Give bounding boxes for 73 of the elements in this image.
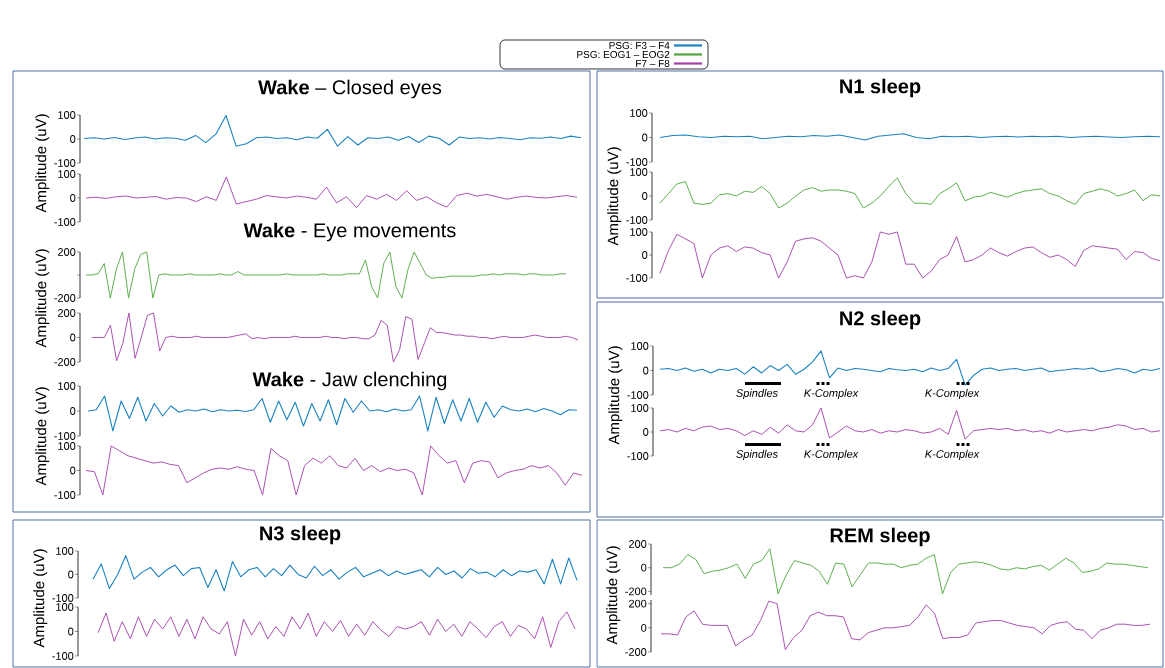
legend-label: F7 – F8: [636, 59, 670, 68]
y-tick-label: 0: [641, 623, 647, 632]
legend-label: PSG: EOG1 – EOG2: [577, 50, 670, 59]
y-tick-label: 100: [56, 603, 74, 611]
y-tick-label: 0: [641, 563, 647, 572]
y-tick-label: 200: [629, 540, 647, 548]
chart-title: N1 sleep: [840, 78, 921, 98]
y-tick-label: 0: [643, 366, 649, 375]
y-tick-label: 200: [629, 599, 647, 608]
y-axis-title: Amplitude (uV): [35, 249, 50, 348]
y-tick-label: 0: [643, 428, 649, 436]
y-tick-label: 0: [642, 133, 648, 142]
y-tick-label: 0: [70, 333, 76, 342]
y-tick-label: 0: [642, 251, 648, 259]
y-axis-title: Amplitude (uV): [606, 546, 621, 645]
y-tick-label: 0: [68, 627, 74, 636]
annotation: Spindles: [736, 388, 778, 400]
y-tick-label: -100: [52, 594, 74, 602]
y-tick-label: 100: [630, 168, 648, 176]
annotation: K-Complex: [804, 449, 859, 461]
y-tick-label: -100: [54, 432, 76, 440]
y-tick-label: 200: [58, 248, 76, 256]
chart-title: N2 sleep: [840, 310, 921, 330]
y-tick-label: 100: [58, 442, 76, 450]
line-series: [87, 395, 578, 432]
y-axis-title: Amplitude (uV): [35, 387, 50, 486]
y-tick-label: 200: [58, 309, 76, 317]
y-tick-label: -100: [626, 274, 648, 282]
annotation: K-Complex: [925, 449, 980, 461]
y-tick-label: 0: [70, 135, 76, 143]
y-tick-label: -100: [626, 158, 648, 166]
y-tick-label: 0: [642, 192, 648, 200]
y-tick-label: -100: [54, 491, 76, 499]
line-series: [662, 548, 1149, 595]
y-tick-label: -200: [54, 358, 76, 366]
y-tick-label: -100: [54, 159, 76, 167]
y-tick-label: -200: [625, 648, 647, 656]
y-tick-label: 0: [70, 407, 76, 415]
annotation: Spindles: [736, 449, 778, 461]
y-axis-title: Amplitude (uV): [608, 346, 623, 445]
y-tick-label: -100: [627, 452, 649, 460]
y-tick-label: 0: [68, 570, 74, 579]
y-axis-title: Amplitude (uV): [35, 114, 50, 213]
y-tick-label: 100: [58, 170, 76, 178]
chart-title: Wake - Eye movements: [243, 222, 456, 242]
chart-title: REM sleep: [830, 527, 930, 547]
y-tick-label: 100: [58, 111, 76, 119]
chart-title: Wake – Closed eyes: [258, 79, 442, 99]
chart-title: N3 sleep: [260, 525, 341, 545]
y-tick-label: -100: [54, 218, 76, 226]
legend-label: PSG: F3 – F4: [609, 41, 670, 50]
y-axis-title: Amplitude (uV): [607, 147, 622, 246]
y-tick-label: 100: [631, 342, 649, 350]
line-series: [659, 350, 1161, 386]
y-tick-label: -100: [627, 391, 649, 399]
y-tick-label: 100: [58, 382, 76, 390]
annotation: K-Complex: [804, 388, 859, 400]
y-tick-label: -200: [625, 587, 647, 596]
line-series: [97, 611, 576, 657]
y-tick-label: -100: [626, 216, 648, 224]
y-tick-label: 100: [631, 404, 649, 412]
annotation: K-Complex: [925, 388, 980, 400]
line-series: [83, 114, 582, 147]
y-tick-label: 0: [70, 194, 76, 202]
y-tick-label: 0: [70, 466, 76, 475]
y-tick-label: -200: [54, 294, 76, 302]
line-series: [659, 177, 1161, 209]
y-tick-label: -100: [52, 652, 74, 660]
chart-title: Wake - Jaw clenching: [252, 371, 447, 391]
y-axis-title: Amplitude (uV): [33, 549, 48, 648]
y-tick-label: 100: [630, 109, 648, 117]
y-tick-label: 100: [56, 547, 74, 555]
y-tick-label: 100: [630, 228, 648, 236]
